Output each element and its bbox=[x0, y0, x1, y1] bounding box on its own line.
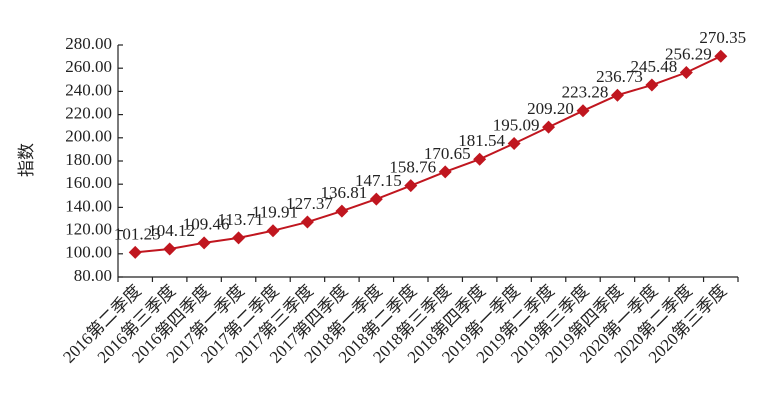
value-label: 158.76 bbox=[389, 158, 436, 177]
y-tick-label: 240.00 bbox=[65, 80, 112, 99]
y-tick-label: 160.00 bbox=[65, 173, 112, 192]
value-label: 236.73 bbox=[596, 67, 643, 86]
value-label: 104.12 bbox=[148, 221, 195, 240]
marker bbox=[266, 224, 280, 238]
value-label: 223.28 bbox=[562, 83, 609, 102]
value-label: 209.20 bbox=[527, 99, 574, 118]
value-label: 181.54 bbox=[458, 131, 505, 150]
y-tick-label: 280.00 bbox=[65, 34, 112, 53]
marker bbox=[369, 192, 383, 206]
marker bbox=[438, 165, 452, 179]
value-label: 147.15 bbox=[355, 171, 402, 190]
marker bbox=[507, 136, 521, 150]
value-label: 245.48 bbox=[631, 57, 678, 76]
value-label: 109.46 bbox=[183, 215, 230, 234]
y-tick-label: 180.00 bbox=[65, 150, 112, 169]
y-tick-label: 140.00 bbox=[65, 196, 112, 215]
marker bbox=[335, 204, 349, 218]
marker bbox=[576, 104, 590, 118]
y-tick-label: 260.00 bbox=[65, 57, 112, 76]
value-label: 256.29 bbox=[665, 44, 712, 63]
marker bbox=[128, 245, 142, 259]
value-label: 270.35 bbox=[699, 28, 746, 47]
marker bbox=[232, 231, 246, 245]
value-label: 127.37 bbox=[286, 194, 333, 213]
marker bbox=[473, 152, 487, 166]
value-label: 113.71 bbox=[217, 210, 263, 229]
marker bbox=[197, 236, 211, 250]
y-tick-label: 80.00 bbox=[74, 266, 112, 285]
marker bbox=[163, 242, 177, 256]
marker bbox=[404, 179, 418, 193]
y-tick-label: 220.00 bbox=[65, 104, 112, 123]
value-label: 119.91 bbox=[252, 203, 298, 222]
y-axis-label: 指数 bbox=[17, 143, 36, 177]
marker bbox=[610, 88, 624, 102]
value-label: 101.23 bbox=[114, 224, 161, 243]
y-tick-label: 100.00 bbox=[65, 243, 112, 262]
marker bbox=[300, 215, 314, 229]
marker bbox=[645, 78, 659, 92]
value-label: 195.09 bbox=[493, 115, 540, 134]
y-tick-label: 120.00 bbox=[65, 220, 112, 239]
line bbox=[135, 55, 722, 254]
value-label: 170.65 bbox=[424, 144, 471, 163]
marker bbox=[679, 66, 693, 80]
marker bbox=[542, 120, 556, 134]
value-label: 136.81 bbox=[321, 183, 368, 202]
y-tick-label: 200.00 bbox=[65, 127, 112, 146]
marker bbox=[714, 49, 728, 63]
